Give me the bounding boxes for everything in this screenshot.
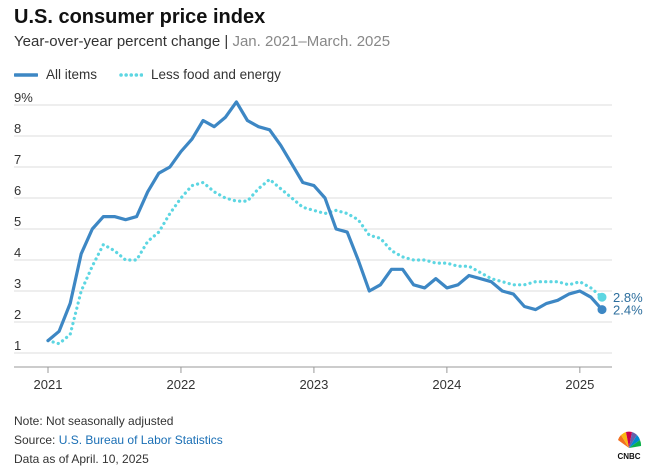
x-tick-label: 2022 bbox=[166, 377, 195, 392]
logo-text: CNBC bbox=[617, 452, 640, 461]
chart-legend: All items Less food and energy bbox=[14, 67, 303, 82]
y-tick-label: 9% bbox=[14, 90, 33, 105]
subtitle-main: Year-over-year percent change | bbox=[14, 33, 233, 50]
y-tick-label: 5 bbox=[14, 214, 21, 229]
x-tick-label: 2023 bbox=[299, 377, 328, 392]
end-point-all-items bbox=[597, 305, 607, 315]
y-tick-label: 4 bbox=[14, 245, 21, 260]
x-tick-label: 2021 bbox=[34, 377, 63, 392]
footer-source: Source: U.S. Bureau of Labor Statistics bbox=[14, 433, 223, 447]
chart-title: U.S. consumer price index bbox=[14, 6, 266, 28]
legend-item-all-items: All items bbox=[14, 67, 97, 82]
end-label-core: 2.8% bbox=[613, 290, 643, 305]
source-prefix: Source: bbox=[14, 433, 59, 447]
chart-subtitle: Year-over-year percent change | Jan. 202… bbox=[14, 33, 390, 50]
x-tick-label: 2024 bbox=[432, 377, 461, 392]
legend-label-core: Less food and energy bbox=[151, 67, 281, 82]
y-tick-label: 3 bbox=[14, 276, 21, 291]
source-link[interactable]: U.S. Bureau of Labor Statistics bbox=[58, 433, 223, 447]
subtitle-date-range: Jan. 2021–March. 2025 bbox=[232, 33, 391, 50]
legend-item-core: Less food and energy bbox=[119, 67, 281, 82]
y-tick-label: 7 bbox=[14, 152, 21, 167]
footer-data-date: Data as of April. 10, 2025 bbox=[14, 452, 149, 466]
y-tick-label: 6 bbox=[14, 183, 21, 198]
series-line-core bbox=[46, 177, 604, 346]
y-tick-label: 8 bbox=[14, 121, 21, 136]
y-tick-label: 2 bbox=[14, 307, 21, 322]
series-line-all-items bbox=[46, 100, 604, 343]
legend-swatch-solid bbox=[14, 72, 38, 77]
end-point-core bbox=[597, 292, 607, 302]
y-tick-label: 1 bbox=[14, 338, 21, 353]
end-label-all-items: 2.4% bbox=[613, 303, 643, 318]
x-tick-label: 2025 bbox=[565, 377, 594, 392]
cpi-line-chart: 9% 8 7 6 5 4 3 2 1 2021 2022 2023 2024 2025 2.4%2.8% bbox=[14, 90, 643, 392]
legend-swatch-dotted bbox=[119, 72, 144, 77]
cnbc-peacock-logo: CNBC bbox=[617, 431, 642, 461]
footer-note: Note: Not seasonally adjusted bbox=[14, 414, 174, 428]
legend-label-all-items: All items bbox=[46, 67, 98, 82]
